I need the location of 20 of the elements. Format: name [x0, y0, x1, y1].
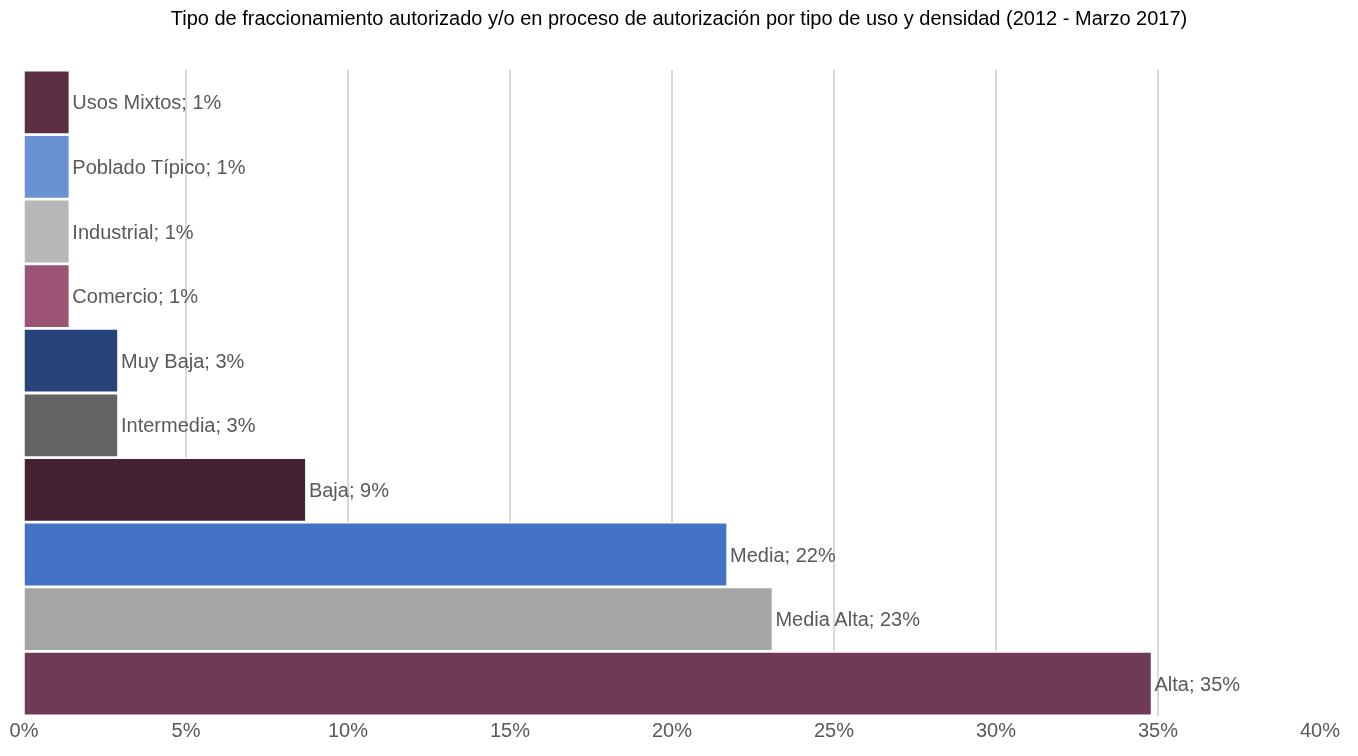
data-label: Media; 22% [730, 543, 836, 566]
data-label: Poblado Típico; 1% [72, 155, 246, 178]
x-tick-label: 40% [1299, 719, 1341, 741]
x-tick-label: 0% [9, 719, 39, 741]
data-label: Intermedia; 3% [120, 414, 256, 437]
data-label: Media Alta; 23% [775, 608, 921, 631]
x-tick-label: 35% [1137, 719, 1179, 741]
data-label: Industrial; 1% [72, 220, 194, 243]
x-tick-label: 5% [171, 719, 201, 741]
data-label: Usos Mixtos; 1% [72, 91, 222, 114]
x-tick-label: 10% [327, 719, 369, 741]
data-label: Alta; 35% [1154, 672, 1241, 695]
chart-title: Tipo de fraccionamiento autorizado y/o en proceso de autorización por tipo de uso y densidad (2012 - Marzo 2017) [170, 7, 1188, 30]
x-tick-label: 25% [813, 719, 855, 741]
x-tick-label: 30% [975, 719, 1017, 741]
x-tick-label: 20% [651, 719, 693, 741]
x-tick-label: 15% [489, 719, 531, 741]
data-label: Baja; 9% [308, 478, 390, 501]
data-label: Muy Baja; 3% [120, 349, 245, 372]
data-label: Comercio; 1% [72, 285, 199, 308]
